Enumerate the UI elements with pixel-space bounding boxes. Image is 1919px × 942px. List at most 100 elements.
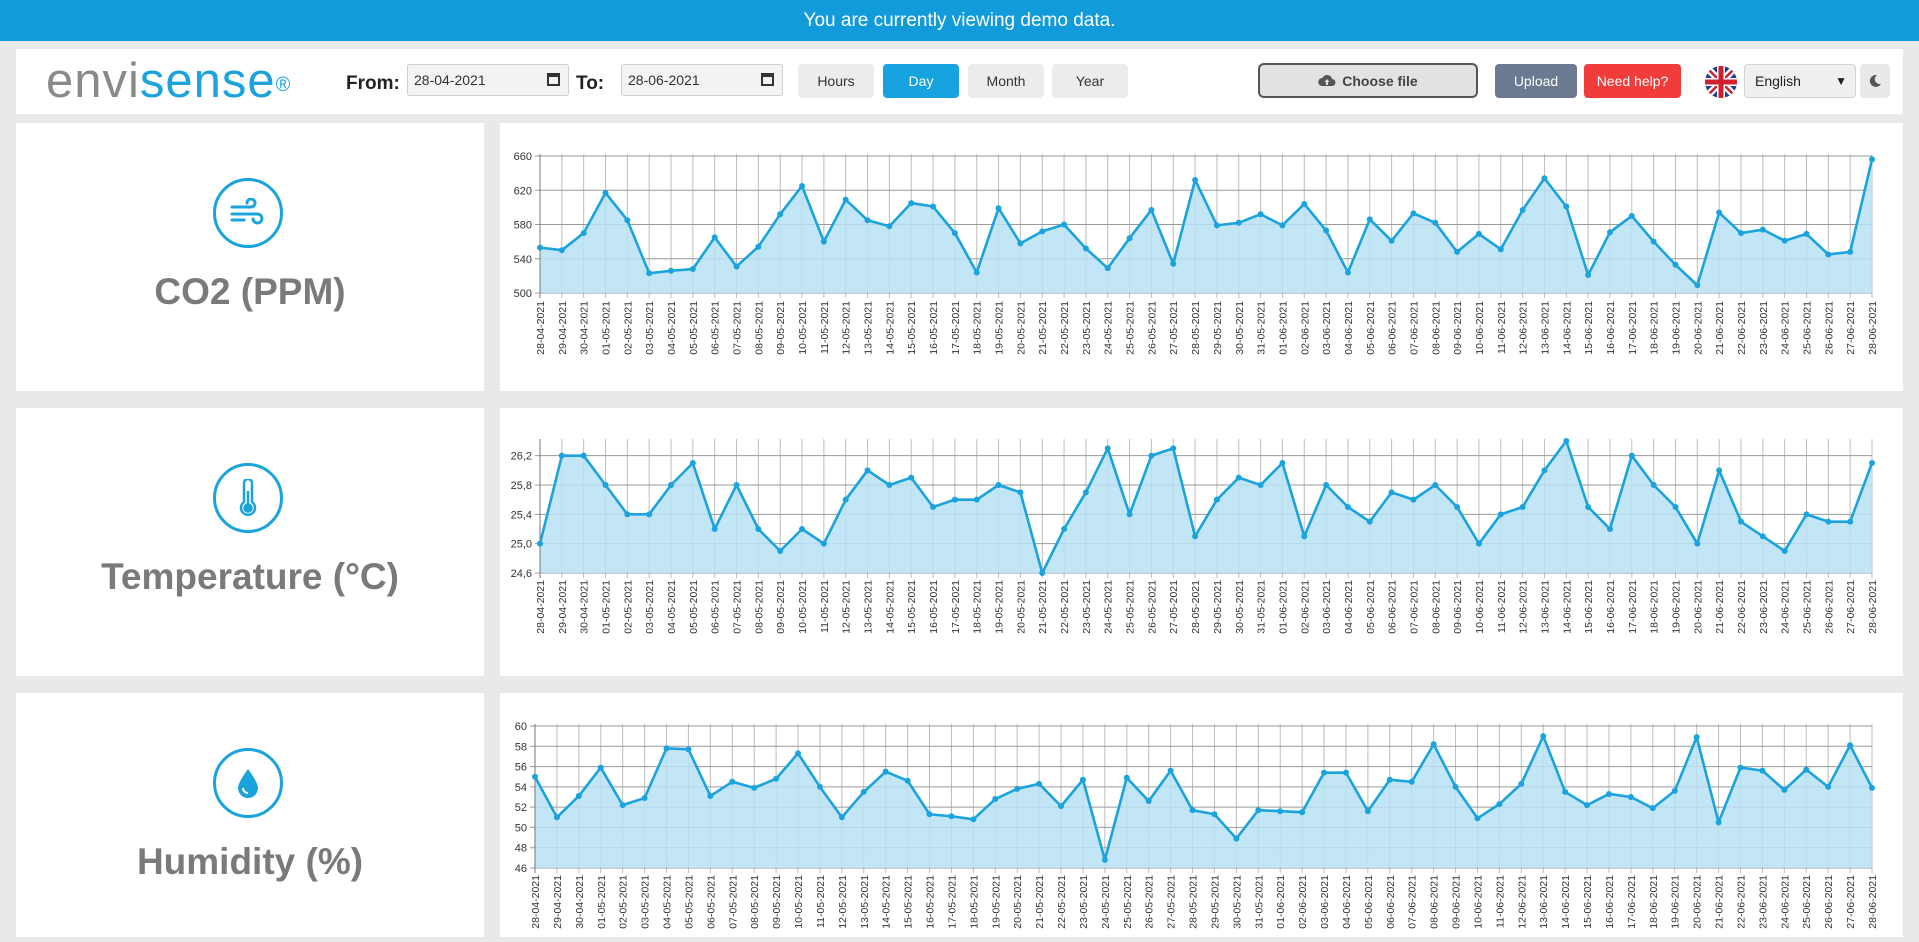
- data-point[interactable]: [1759, 533, 1766, 540]
- data-point[interactable]: [1323, 482, 1330, 488]
- data-point[interactable]: [1211, 811, 1218, 818]
- data-point[interactable]: [1628, 212, 1635, 219]
- data-point[interactable]: [1366, 216, 1373, 223]
- data-point[interactable]: [1715, 819, 1722, 826]
- data-point[interactable]: [948, 813, 955, 820]
- data-point[interactable]: [1410, 496, 1417, 503]
- data-point[interactable]: [816, 783, 823, 790]
- data-point[interactable]: [1541, 175, 1548, 182]
- data-point[interactable]: [773, 775, 780, 782]
- data-point[interactable]: [1454, 504, 1461, 510]
- upload-button[interactable]: Upload: [1495, 64, 1577, 98]
- data-point[interactable]: [1279, 222, 1286, 229]
- hours-button[interactable]: Hours: [798, 64, 874, 98]
- data-point[interactable]: [1126, 511, 1133, 518]
- data-point[interactable]: [973, 496, 980, 503]
- data-point[interactable]: [1061, 221, 1068, 228]
- language-select[interactable]: English ▼: [1744, 64, 1856, 98]
- data-point[interactable]: [930, 504, 937, 510]
- data-point[interactable]: [1694, 282, 1701, 289]
- data-point[interactable]: [1737, 518, 1744, 525]
- data-point[interactable]: [580, 452, 587, 459]
- data-point[interactable]: [1519, 206, 1526, 213]
- data-point[interactable]: [1364, 808, 1371, 815]
- data-point[interactable]: [1017, 240, 1024, 247]
- data-point[interactable]: [1061, 526, 1068, 532]
- data-point[interactable]: [1386, 776, 1393, 783]
- month-button[interactable]: Month: [968, 64, 1044, 98]
- data-point[interactable]: [1170, 445, 1177, 452]
- data-point[interactable]: [1299, 809, 1306, 816]
- data-point[interactable]: [1496, 801, 1503, 808]
- data-point[interactable]: [733, 482, 740, 488]
- dark-mode-toggle[interactable]: [1860, 64, 1890, 98]
- data-point[interactable]: [1454, 248, 1461, 255]
- data-point[interactable]: [1519, 504, 1526, 510]
- data-point[interactable]: [1847, 248, 1854, 255]
- data-point[interactable]: [1671, 787, 1678, 794]
- data-point[interactable]: [1869, 156, 1875, 163]
- data-point[interactable]: [820, 238, 827, 245]
- data-point[interactable]: [1650, 482, 1657, 488]
- data-point[interactable]: [1301, 200, 1308, 207]
- data-point[interactable]: [882, 768, 889, 775]
- data-point[interactable]: [820, 540, 827, 547]
- data-point[interactable]: [1541, 467, 1548, 474]
- data-point[interactable]: [842, 196, 849, 203]
- data-point[interactable]: [951, 230, 958, 237]
- data-point[interactable]: [886, 482, 893, 488]
- data-point[interactable]: [1694, 540, 1701, 547]
- data-point[interactable]: [1627, 794, 1634, 800]
- data-point[interactable]: [1279, 460, 1286, 466]
- data-point[interactable]: [1192, 533, 1199, 540]
- data-point[interactable]: [795, 750, 802, 757]
- data-point[interactable]: [1475, 230, 1482, 237]
- data-point[interactable]: [1605, 790, 1612, 797]
- data-point[interactable]: [1257, 211, 1264, 218]
- data-point[interactable]: [1825, 251, 1832, 258]
- data-point[interactable]: [1737, 230, 1744, 237]
- data-point[interactable]: [1014, 785, 1021, 792]
- data-point[interactable]: [860, 788, 867, 795]
- data-point[interactable]: [1693, 734, 1700, 741]
- data-point[interactable]: [558, 247, 565, 254]
- data-point[interactable]: [1277, 808, 1284, 815]
- data-point[interactable]: [711, 234, 718, 241]
- data-point[interactable]: [908, 200, 915, 207]
- data-point[interactable]: [668, 267, 675, 274]
- data-point[interactable]: [864, 467, 871, 474]
- data-point[interactable]: [624, 217, 631, 224]
- data-point[interactable]: [1803, 766, 1810, 773]
- data-point[interactable]: [1497, 246, 1504, 253]
- data-point[interactable]: [1255, 807, 1262, 814]
- data-point[interactable]: [755, 243, 762, 250]
- data-point[interactable]: [685, 746, 692, 753]
- data-point[interactable]: [1192, 176, 1199, 183]
- data-point[interactable]: [619, 802, 626, 809]
- data-point[interactable]: [1759, 226, 1766, 233]
- data-point[interactable]: [1847, 518, 1854, 525]
- data-point[interactable]: [1781, 548, 1788, 554]
- data-point[interactable]: [1432, 219, 1439, 226]
- data-point[interactable]: [553, 814, 560, 821]
- data-point[interactable]: [668, 482, 675, 488]
- data-point[interactable]: [1104, 445, 1111, 452]
- calendar-icon[interactable]: [761, 73, 774, 86]
- data-point[interactable]: [1672, 504, 1679, 510]
- data-point[interactable]: [973, 269, 980, 276]
- data-point[interactable]: [886, 223, 893, 230]
- to-date-input[interactable]: 28-06-2021: [621, 64, 783, 96]
- data-point[interactable]: [1017, 489, 1024, 496]
- data-point[interactable]: [663, 745, 670, 752]
- data-point[interactable]: [1540, 733, 1547, 740]
- data-point[interactable]: [1474, 815, 1481, 822]
- data-point[interactable]: [1235, 219, 1242, 226]
- data-point[interactable]: [1432, 482, 1439, 488]
- data-point[interactable]: [1452, 783, 1459, 790]
- data-point[interactable]: [1585, 272, 1592, 279]
- data-point[interactable]: [1082, 489, 1089, 496]
- data-point[interactable]: [1408, 778, 1415, 785]
- year-button[interactable]: Year: [1052, 64, 1128, 98]
- envisense-logo[interactable]: envisense®: [46, 55, 291, 107]
- data-point[interactable]: [1847, 742, 1854, 749]
